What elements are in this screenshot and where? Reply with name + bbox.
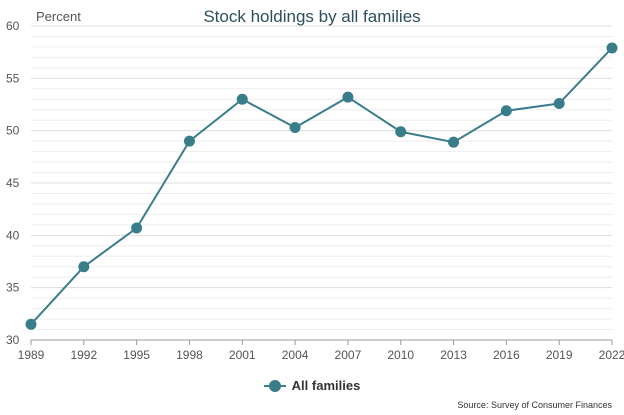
data-point <box>183 135 195 147</box>
source-note: Source: Survey of Consumer Finances <box>457 400 612 410</box>
x-tick-label: 2001 <box>229 348 256 362</box>
y-tick-label: 30 <box>6 333 20 347</box>
legend-marker-icon <box>263 379 286 392</box>
data-point <box>289 122 301 134</box>
x-tick-label: 1998 <box>176 348 203 362</box>
x-tick-label: 2007 <box>335 348 362 362</box>
x-tick-label: 2013 <box>440 348 467 362</box>
x-tick-label: 2022 <box>599 348 624 362</box>
grid <box>31 25 612 341</box>
data-point <box>606 42 618 54</box>
data-point <box>448 136 460 148</box>
series <box>25 42 618 330</box>
series-line <box>30 47 613 325</box>
x-tick-label: 2019 <box>546 348 573 362</box>
data-point <box>395 126 407 138</box>
legend[interactable]: All families <box>0 378 624 393</box>
x-tick-label: 1992 <box>70 348 97 362</box>
axes: 30 35 40 45 50 55 60 1989 1992 1995 1998 2001 2004 20… <box>6 19 624 362</box>
y-tick-label: 55 <box>6 71 20 85</box>
x-tick-label: 2016 <box>493 348 520 362</box>
x-tick-label: 1989 <box>18 348 45 362</box>
y-tick-label: 45 <box>6 176 20 190</box>
y-tick-label: 35 <box>6 281 20 295</box>
data-point <box>25 318 37 330</box>
data-point <box>131 222 143 234</box>
data-point <box>78 261 90 273</box>
data-point <box>553 97 565 109</box>
data-point <box>236 93 248 105</box>
y-axis-label: Percent <box>36 9 81 24</box>
x-tick-label: 2004 <box>282 348 309 362</box>
y-tick-label: 60 <box>6 19 20 33</box>
x-tick-label: 1995 <box>123 348 150 362</box>
chart-title: Stock holdings by all families <box>203 7 420 26</box>
y-tick-label: 50 <box>6 124 20 138</box>
legend-label: All families <box>291 378 361 393</box>
data-point <box>500 105 512 117</box>
data-point <box>342 91 354 103</box>
y-tick-label: 40 <box>6 228 20 242</box>
x-tick-label: 2010 <box>387 348 414 362</box>
